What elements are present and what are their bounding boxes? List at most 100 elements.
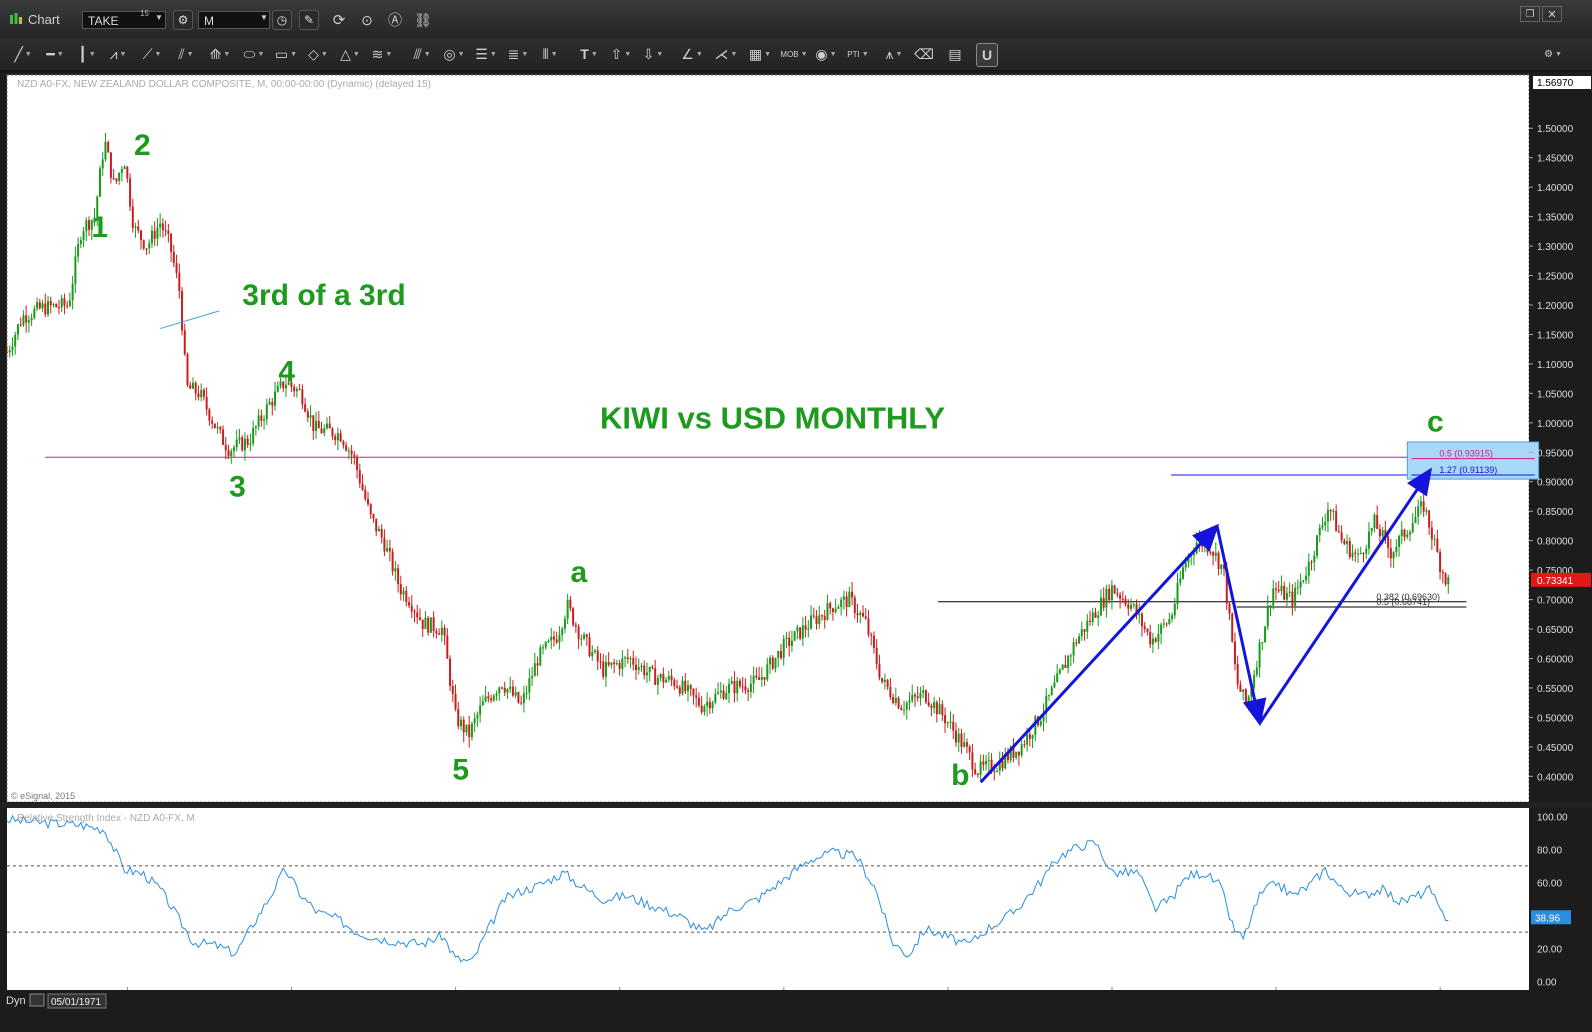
candle-body [413,611,416,613]
magnet-icon[interactable]: U [976,43,998,67]
interval-dropdown-caret-icon[interactable]: ▼ [260,13,268,22]
text-tool-icon[interactable]: T ▼ [580,46,598,62]
candle-body [52,304,55,306]
horizontal-line-icon[interactable]: ━ ▼ [46,45,64,62]
channel-icon[interactable]: ≋ ▼ [371,45,393,62]
candle-body [722,690,725,699]
candle-body [941,704,944,715]
play-icon[interactable]: ⊙ [361,11,373,28]
candle-body [1012,747,1015,758]
candle-body [487,696,490,699]
candle-body [388,548,391,552]
candle-body [1198,538,1201,543]
fib-retrace-icon[interactable]: ☰ ▼ [475,45,497,62]
angle-icon[interactable]: ∠ ▼ [681,45,703,62]
line-tool-icon[interactable]: ╱ ▼ [14,45,32,62]
candle-body [14,334,17,347]
settings-gear-icon[interactable]: ⚙ [173,10,193,30]
candle-body [730,680,733,684]
candle-body [996,770,999,772]
close-window-icon[interactable]: ✕ [1542,6,1562,22]
parallel-lines-icon[interactable]: ⫻ ▼ [413,45,431,62]
eye-icon[interactable]: ◉ ▼ [815,45,837,62]
rsi-line [6,814,1449,963]
price-panel-copyright: © eSignal, 2015 [11,791,75,801]
mob-icon[interactable]: MOB ▼ [780,49,808,59]
vertical-line-icon[interactable]: ┃ ▼ [78,45,96,62]
candle-body [454,693,457,709]
candle-body [6,352,8,354]
alert-icon[interactable]: Ⓐ [388,12,402,28]
link-icon[interactable]: ⛓ [414,11,432,28]
zigzag-icon[interactable]: ⩚ ▼ [885,45,903,62]
candle-body [1105,588,1108,608]
candle-body [1127,604,1130,609]
candle-body [90,220,93,230]
arrow-down-icon[interactable]: ⇩ ▼ [642,45,664,62]
start-date-box[interactable] [47,993,107,1009]
candle-body [525,692,528,694]
candle-body [85,220,88,232]
wave-tool-icon[interactable]: ⩘ ▼ [109,45,127,62]
rsi-last-value-label: 38.96 [1535,913,1560,924]
refresh-icon[interactable]: ⟳ [332,12,346,29]
candle-body [769,657,772,665]
interval-select[interactable]: M [198,11,270,29]
price-axis-tick-label: 1.20000 [1537,301,1574,312]
price-axis-tick-label: 0.55000 [1537,684,1574,695]
candle-body [60,298,63,308]
candle-body [1288,591,1291,593]
speed-lines-icon[interactable]: ⋌ ▼ [714,45,738,62]
rectangle-icon[interactable]: ▭ ▼ [274,45,298,62]
diamond-icon[interactable]: ◇ ▼ [308,45,328,62]
gann-fan-icon[interactable]: ⟰ ▼ [209,45,231,62]
arrow-up-icon[interactable]: ⇧ ▼ [610,45,632,62]
candle-body [427,617,430,633]
fib-extension-icon[interactable]: ≣ ▼ [507,45,529,62]
candle-body [1121,598,1124,600]
candle-body [697,697,700,706]
candle-body [1367,531,1370,549]
cycle-circle-icon[interactable]: ◎ ▼ [443,45,465,62]
candle-body [1321,525,1324,528]
candle-body [331,428,334,437]
candle-body [908,700,911,703]
price-axis-tick-label: 1.05000 [1537,389,1574,400]
candle-body [558,634,561,643]
toolbar-options-icon[interactable]: ⚙ ▼ [1544,48,1562,60]
candle-body [432,617,435,631]
candle-body [1064,664,1067,669]
grid-icon[interactable]: ▦ ▼ [748,45,772,62]
candle-body [118,172,121,182]
pti-icon[interactable]: PTI ▼ [847,49,869,59]
price-axis-tick-label: 0.50000 [1537,713,1574,724]
clock-icon[interactable]: ◷ [272,10,292,30]
candle-body [695,695,698,698]
calendar-icon[interactable] [29,993,45,1007]
candle-body [714,693,717,703]
candle-body [522,693,525,704]
candle-body [1400,529,1403,537]
fan-tool-icon[interactable]: ⟋ ▼ [142,45,162,62]
eraser-icon[interactable]: ⌫ [914,45,934,62]
symbol-dropdown-caret-icon[interactable]: ▼ [155,13,163,22]
candle-body [96,196,99,218]
ellipse-icon[interactable]: ⬭ ▼ [243,45,265,62]
candle-body [408,602,411,606]
candle-body [1305,575,1308,581]
candle-body [263,419,266,421]
pencil-icon[interactable]: ✎ [299,10,319,30]
candle-body [591,651,594,657]
triangle-icon[interactable]: △ ▼ [340,45,360,62]
candle-body [1250,687,1253,697]
candle-body [922,690,925,693]
symbol-input[interactable]: TAKE [82,11,166,29]
layers-icon[interactable]: ▤ [948,45,962,62]
candle-body [1102,597,1105,608]
fib-time-icon[interactable]: ⦀ ▼ [542,45,558,62]
candle-body [1015,751,1018,758]
candle-body [544,641,547,648]
candle-body [1143,626,1146,629]
pitchfork-icon[interactable]: ⫽ ▼ [178,45,194,62]
restore-window-icon[interactable]: ❐ [1520,6,1540,22]
